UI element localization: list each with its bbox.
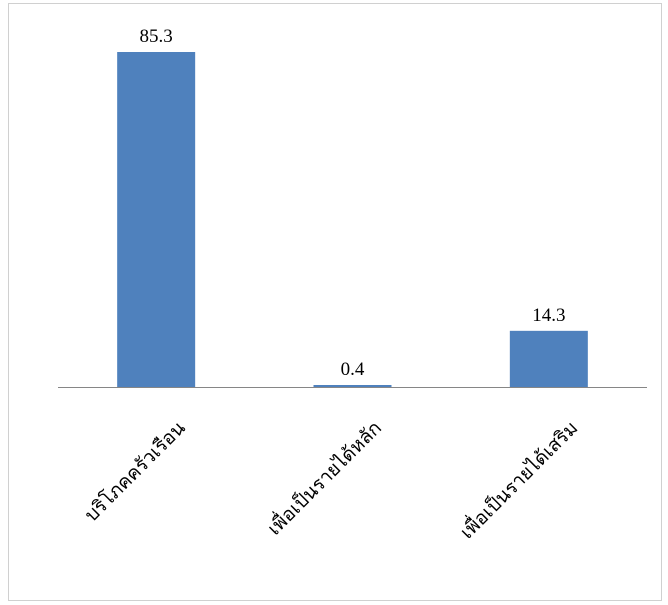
category-labels-group: บริโภคครัวเรือน เพื่อเป็นรายได้หลัก เพื่อเ…: [80, 415, 583, 543]
bars-group: [117, 52, 588, 387]
data-labels-group: 85.3 0.4 14.3: [140, 26, 566, 380]
category-label-2: เพื่อเป็นรายได้หลัก: [261, 415, 386, 540]
category-label-3: เพื่อเป็นรายได้เสริม: [454, 415, 582, 543]
category-label-1: บริโภคครัวเรือน: [80, 416, 190, 526]
bar-2: [313, 385, 392, 387]
data-label-1: 85.3: [140, 26, 173, 47]
chart-frame: [8, 3, 662, 601]
bar-3: [509, 330, 588, 387]
data-label-2: 0.4: [341, 359, 365, 380]
data-label-3: 14.3: [532, 305, 565, 326]
bar-1: [117, 52, 196, 387]
